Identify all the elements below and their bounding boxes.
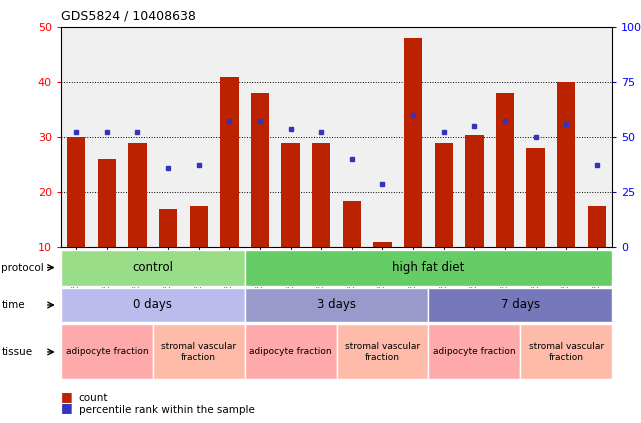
Bar xyxy=(495,93,514,302)
Text: protocol: protocol xyxy=(1,263,44,272)
Text: high fat diet: high fat diet xyxy=(392,261,465,274)
Bar xyxy=(557,82,576,302)
Text: stromal vascular
fraction: stromal vascular fraction xyxy=(529,342,604,362)
Text: stromal vascular
fraction: stromal vascular fraction xyxy=(161,342,237,362)
Text: GDS5824 / 10408638: GDS5824 / 10408638 xyxy=(61,9,196,22)
Bar xyxy=(97,159,116,302)
Bar xyxy=(373,242,392,302)
Bar xyxy=(67,137,85,302)
Bar xyxy=(190,206,208,302)
Bar xyxy=(128,143,147,302)
Bar xyxy=(343,201,361,302)
Bar xyxy=(588,206,606,302)
Text: tissue: tissue xyxy=(1,347,33,357)
Bar xyxy=(281,143,300,302)
Bar xyxy=(435,143,453,302)
Text: time: time xyxy=(1,300,25,310)
Bar xyxy=(251,93,269,302)
Bar xyxy=(159,209,178,302)
Text: count: count xyxy=(79,393,108,403)
Bar xyxy=(404,38,422,302)
Text: 7 days: 7 days xyxy=(501,299,540,311)
Bar xyxy=(220,77,238,302)
Text: 0 days: 0 days xyxy=(133,299,172,311)
Text: ■: ■ xyxy=(61,390,72,403)
Text: adipocyte fraction: adipocyte fraction xyxy=(65,347,148,357)
Text: adipocyte fraction: adipocyte fraction xyxy=(249,347,332,357)
Text: adipocyte fraction: adipocyte fraction xyxy=(433,347,515,357)
Text: control: control xyxy=(132,261,173,274)
Text: percentile rank within the sample: percentile rank within the sample xyxy=(79,404,254,415)
Bar xyxy=(312,143,330,302)
Text: ■: ■ xyxy=(61,401,72,415)
Text: 3 days: 3 days xyxy=(317,299,356,311)
Bar xyxy=(526,148,545,302)
Text: stromal vascular
fraction: stromal vascular fraction xyxy=(345,342,420,362)
Bar xyxy=(465,135,483,302)
